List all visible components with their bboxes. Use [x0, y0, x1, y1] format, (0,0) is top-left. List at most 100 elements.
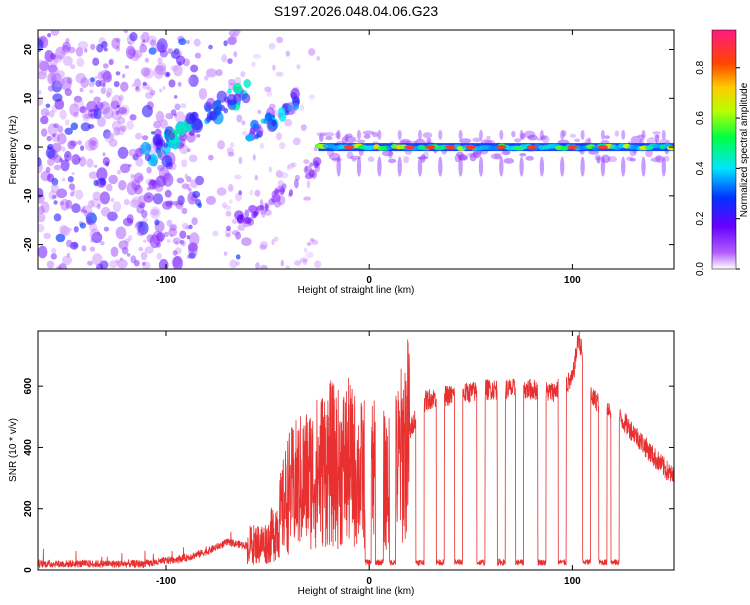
- heatmap-streak-blob: [263, 117, 269, 125]
- heatmap-noise-blob: [166, 72, 170, 77]
- heatmap-streak-blob: [206, 115, 212, 123]
- heatmap-noise-blob: [117, 116, 126, 125]
- heatmap-streak-blob: [246, 134, 253, 142]
- heatmap-noise-blob: [140, 251, 148, 261]
- heatmap-carrier-hotspot: [567, 145, 578, 150]
- snr-x-tick-label: 0: [366, 576, 372, 587]
- heatmap-noise-blob: [235, 231, 242, 240]
- heatmap-noise-blob: [124, 65, 129, 69]
- heatmap-noise-blob: [314, 260, 322, 269]
- heatmap-carrier-halo: [457, 154, 468, 161]
- heatmap-carrier-halo: [345, 136, 357, 144]
- heatmap-noise-blob: [40, 108, 50, 117]
- colorbar-tick-label: 0.6: [695, 111, 706, 125]
- heatmap-noise-blob: [126, 120, 134, 130]
- heatmap-noise-blob: [82, 205, 93, 217]
- heatmap-noise-blob: [308, 48, 316, 56]
- heatmap-noise-blob: [141, 261, 146, 266]
- heatmap-noise-blob: [275, 71, 284, 77]
- heatmap-carrier-halo: [650, 157, 662, 163]
- heatmap-noise-blob: [88, 124, 95, 129]
- heatmap-noise-blob: [131, 179, 141, 191]
- heatmap-noise-blob: [172, 237, 181, 245]
- heatmap-noise-blob: [187, 242, 198, 253]
- heatmap-noise-blob: [78, 156, 87, 167]
- colorbar-title: Normalized spectral amplitude: [739, 82, 750, 217]
- heatmap-noise-blob: [226, 147, 234, 155]
- heatmap-carrier-halo: [584, 138, 591, 145]
- heatmap-streak-blob: [254, 134, 259, 140]
- heatmap-carrier-halo: [362, 130, 375, 135]
- heatmap-noise-blob: [279, 142, 286, 150]
- heatmap-noise-blob: [86, 158, 94, 168]
- heatmap-noise-blob: [85, 212, 97, 225]
- heatmap-carrier-halo: [519, 152, 527, 157]
- heatmap-streak-blob: [294, 178, 299, 189]
- heatmap-carrier-halo: [346, 151, 354, 160]
- heatmap-noise-blob: [81, 109, 91, 122]
- heatmap-noise-blob: [67, 46, 76, 54]
- heatmap-carrier-halo: [351, 157, 357, 162]
- heatmap-noise-blob: [53, 200, 58, 205]
- heatmap-noise-blob: [47, 157, 55, 167]
- heatmap-noise-blob: [88, 222, 98, 232]
- heatmap-noise-blob: [188, 252, 196, 259]
- heatmap-carrier-halo: [372, 131, 379, 138]
- heatmap-noise-blob: [173, 113, 177, 117]
- heatmap-noise-blob: [242, 130, 248, 137]
- heatmap-noise-blob: [143, 192, 154, 203]
- heatmap-streak-blob: [226, 225, 231, 231]
- heatmap-noise-blob: [188, 154, 198, 163]
- heatmap-noise-blob: [65, 199, 73, 209]
- heatmap-noise-blob: [177, 81, 182, 87]
- heatmap-noise-blob: [88, 82, 95, 88]
- heatmap-noise-blob: [90, 140, 97, 147]
- heatmap-noise-blob: [50, 253, 57, 260]
- heatmap-noise-blob: [115, 110, 119, 116]
- heatmap-noise-blob: [229, 259, 238, 269]
- heatmap-noise-blob: [235, 254, 241, 260]
- heatmap-noise-blob: [100, 241, 105, 246]
- heatmap-noise-blob: [125, 45, 136, 59]
- heatmap-streak-blob: [273, 199, 282, 208]
- heatmap-noise-blob: [143, 239, 147, 243]
- heatmap-noise-blob: [153, 193, 157, 197]
- heatmap-noise-blob: [59, 224, 69, 236]
- heatmap-carrier-halo: [652, 131, 661, 135]
- heatmap-noise-blob: [142, 217, 149, 223]
- heatmap-noise-blob: [306, 180, 311, 189]
- heatmap-carrier-halo: [459, 154, 465, 160]
- heatmap-carrier-halo: [562, 130, 567, 137]
- heatmap-noise-blob: [205, 195, 217, 205]
- heatmap-noise-blob: [67, 176, 74, 183]
- heatmap-noise-blob: [109, 260, 118, 269]
- heatmap-carrier-spike: [479, 129, 483, 140]
- heatmap-streak-blob: [308, 169, 315, 178]
- heatmap-noise-blob: [175, 241, 179, 245]
- heatmap-streak-blob: [225, 233, 231, 238]
- heatmap-noise-blob: [102, 82, 106, 88]
- heatmap-carrier-halo: [454, 154, 461, 163]
- heatmap-carrier-halo: [540, 135, 547, 140]
- heatmap-noise-blob: [170, 223, 178, 231]
- heatmap-noise-blob: [151, 209, 159, 216]
- heatmap-noise-blob: [205, 68, 217, 78]
- heatmap-noise-blob: [95, 101, 104, 111]
- heatmap-streak-blob: [250, 119, 259, 130]
- heatmap-noise-blob: [178, 38, 187, 46]
- heatmap-noise-blob: [260, 241, 268, 249]
- heatmap-carrier-spike: [661, 156, 666, 177]
- heatmap-noise-blob: [120, 125, 127, 132]
- snr-x-ticks: -100 0 100: [156, 331, 581, 587]
- heatmap-noise-blob: [146, 86, 153, 92]
- heatmap-carrier-spike: [418, 129, 422, 140]
- heatmap-noise-blob: [46, 135, 52, 142]
- heatmap-noise-blob: [59, 158, 63, 163]
- heatmap-noise-blob: [115, 37, 121, 43]
- heatmap-streak-blob: [216, 90, 227, 103]
- heatmap-noise-blob: [71, 172, 75, 176]
- heatmap-noise-blob: [109, 132, 115, 140]
- heatmap-noise-blob: [228, 78, 236, 86]
